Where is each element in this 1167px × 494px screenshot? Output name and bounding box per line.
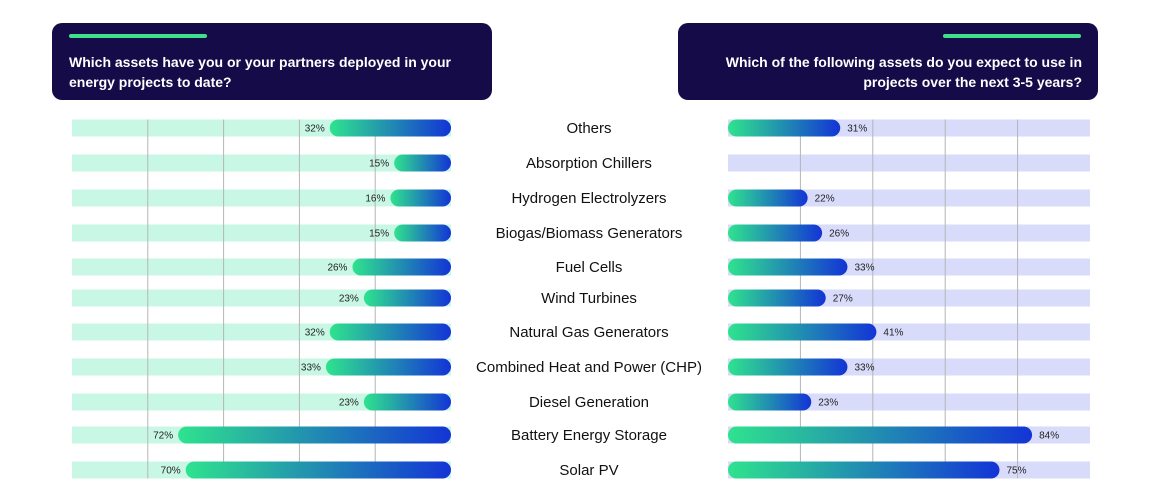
right-value-label: 33% [854, 263, 874, 274]
left-value-label: 23% [339, 398, 359, 409]
left-bar [178, 426, 451, 444]
right-bar [728, 189, 808, 207]
category-label: Hydrogen Electrolyzers [511, 190, 666, 207]
left-bar [363, 393, 451, 411]
right-question-text: Which of the following assets do you exp… [725, 54, 1082, 90]
left-bar [329, 323, 451, 341]
right-bar [728, 119, 841, 137]
left-bar [352, 258, 451, 276]
right-bar [728, 224, 823, 242]
left-bar [185, 461, 451, 479]
category-label: Battery Energy Storage [511, 427, 667, 444]
left-value-label: 32% [305, 328, 325, 339]
left-bar-track [72, 224, 451, 242]
right-bar [728, 289, 826, 307]
category-label: Others [566, 120, 611, 137]
category-label: Combined Heat and Power (CHP) [476, 359, 702, 376]
right-value-label: 26% [829, 229, 849, 240]
left-question-header: Which assets have you or your partners d… [52, 23, 492, 100]
left-bar-track [72, 393, 451, 411]
right-bar-track [728, 393, 1090, 411]
left-value-label: 26% [327, 263, 347, 274]
left-value-label: 72% [153, 431, 173, 442]
left-value-label: 15% [369, 229, 389, 240]
right-value-label: 27% [833, 294, 853, 305]
left-header-accent-line [69, 34, 207, 38]
right-value-label: 31% [847, 124, 867, 135]
left-value-label: 16% [365, 194, 385, 205]
right-value-label: 41% [883, 328, 903, 339]
right-value-label: 22% [815, 194, 835, 205]
left-bar-track [72, 289, 451, 307]
left-bar [390, 189, 451, 207]
right-bar [728, 358, 848, 376]
right-value-label: 23% [818, 398, 838, 409]
left-bar [363, 289, 451, 307]
category-label: Diesel Generation [529, 394, 649, 411]
right-bar [728, 258, 848, 276]
right-value-label: 33% [854, 363, 874, 374]
left-bar [394, 154, 451, 172]
category-label: Wind Turbines [541, 290, 637, 307]
right-value-label: 75% [1007, 466, 1027, 477]
right-bar [728, 393, 812, 411]
right-bar [728, 426, 1033, 444]
left-bar [329, 119, 451, 137]
left-value-label: 33% [301, 363, 321, 374]
left-value-label: 70% [161, 466, 181, 477]
category-label: Fuel Cells [556, 259, 623, 276]
right-bar-track [728, 154, 1090, 172]
right-value-label: 84% [1039, 431, 1059, 442]
left-bar [325, 358, 451, 376]
right-bar [728, 461, 1000, 479]
right-bar-track [728, 189, 1090, 207]
right-question-header: Which of the following assets do you exp… [678, 23, 1098, 100]
left-value-label: 15% [369, 159, 389, 170]
left-bar-track [72, 189, 451, 207]
left-bar-track [72, 154, 451, 172]
category-label: Solar PV [559, 462, 618, 479]
left-value-label: 23% [339, 294, 359, 305]
left-value-label: 32% [305, 124, 325, 135]
left-bar [394, 224, 451, 242]
left-question-text: Which assets have you or your partners d… [69, 54, 451, 90]
right-header-accent-line [943, 34, 1081, 38]
category-label: Biogas/Biomass Generators [496, 225, 683, 242]
category-label: Natural Gas Generators [509, 324, 668, 341]
right-bar [728, 323, 877, 341]
category-label: Absorption Chillers [526, 155, 652, 172]
